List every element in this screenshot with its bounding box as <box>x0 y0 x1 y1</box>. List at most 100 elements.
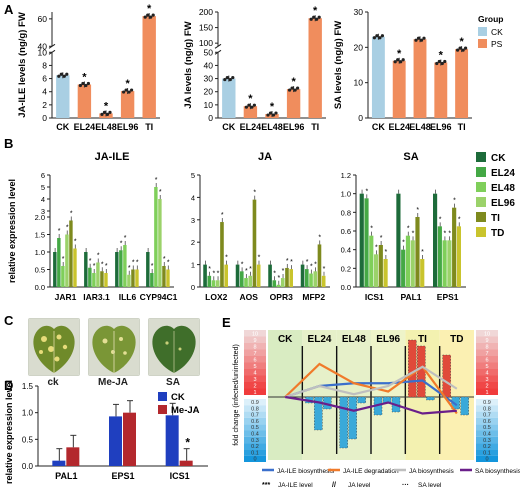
significance-mark: * <box>89 258 92 265</box>
stage-label: EL48 <box>342 334 366 345</box>
legend-title: Group <box>478 14 504 24</box>
bar <box>53 252 57 287</box>
right-scale-red <box>476 336 498 343</box>
data-point <box>250 105 254 109</box>
level-bar <box>417 345 426 398</box>
bar <box>413 39 427 118</box>
y-tick-label: 30 <box>354 7 364 17</box>
gene-label: MFP2 <box>302 292 325 302</box>
significance-mark: * <box>159 189 162 196</box>
left-scale-blue <box>244 443 266 450</box>
data-point <box>435 61 439 66</box>
significance-mark: * <box>125 78 130 90</box>
significance-mark: * <box>291 76 296 88</box>
bar <box>433 193 438 287</box>
data-point <box>399 60 403 64</box>
left-scale-blue <box>244 424 266 431</box>
bar <box>88 267 92 287</box>
significance-mark: * <box>421 249 424 256</box>
significance-mark: * <box>185 436 190 450</box>
leaf-photo-ck <box>28 318 80 376</box>
right-scale-blue <box>476 455 498 462</box>
bar <box>66 447 80 466</box>
stage-background <box>268 330 303 460</box>
y-tick-label: 0 <box>191 283 195 292</box>
data-point <box>65 72 69 76</box>
legend-pattern: // <box>332 482 336 489</box>
bar <box>73 248 77 287</box>
panel-letter-b: B <box>4 136 13 151</box>
scale-label: 5 <box>253 364 256 370</box>
scale-label: 0.3 <box>251 438 259 444</box>
data-point <box>228 77 232 82</box>
level-bar <box>442 354 451 398</box>
right-scale-blue <box>476 417 498 425</box>
scale-label: 0 <box>253 457 256 463</box>
left-scale-blue <box>244 455 266 462</box>
y-tick-label: 2 <box>42 100 47 110</box>
left-scale-blue <box>244 405 266 412</box>
bar <box>135 269 139 287</box>
x-tick-label: EL48 <box>95 122 117 132</box>
bar <box>359 193 364 287</box>
significance-mark: * <box>290 259 293 266</box>
legend-swatch <box>476 227 486 237</box>
level-bar <box>460 396 469 416</box>
bar <box>392 60 406 118</box>
y-tick-label: 1.0 <box>35 248 45 257</box>
y-tick-label: 20 <box>204 87 214 97</box>
scale-label: 0.2 <box>251 444 259 450</box>
data-point <box>149 15 153 19</box>
bar <box>434 62 448 118</box>
left-scale-blue <box>244 430 266 437</box>
right-scale-red <box>476 362 498 369</box>
panel-letter-c: C <box>4 313 14 328</box>
left-scale-red <box>244 382 266 389</box>
bar <box>92 273 96 287</box>
right-scale-blue <box>476 443 498 450</box>
pathway-line <box>284 395 457 415</box>
legend-pattern: *** <box>262 482 270 489</box>
significance-mark: * <box>459 36 464 48</box>
group-title: JA <box>258 151 272 163</box>
gene-label: CYP94C1 <box>140 292 178 302</box>
data-point <box>419 38 424 42</box>
bar <box>383 259 388 287</box>
y-tick-label: 1.2 <box>341 171 351 180</box>
bar <box>57 238 61 287</box>
y-tick-label: 10 <box>38 47 48 57</box>
x-tick-label: CK <box>222 122 235 132</box>
scale-label: 0.1 <box>251 450 259 456</box>
scale-label: 3 <box>485 377 488 383</box>
x-tick-label: TI <box>145 122 153 132</box>
significance-mark: * <box>128 265 131 272</box>
significance-mark: * <box>249 266 252 273</box>
left-scale-red <box>244 362 266 369</box>
bar <box>405 235 411 287</box>
significance-mark: * <box>286 258 289 265</box>
data-point <box>375 34 379 38</box>
significance-mark: * <box>74 239 77 246</box>
data-point <box>223 77 227 82</box>
significance-mark: * <box>313 5 318 17</box>
bar <box>420 259 425 287</box>
data-point <box>108 110 112 114</box>
y-axis-label: fold change (infected/uninfected) <box>233 344 240 446</box>
y-tick-label: 0.0 <box>341 283 351 292</box>
legend-swatch <box>158 392 167 401</box>
gene-label: LOX2 <box>205 292 227 302</box>
left-scale-red <box>244 375 266 382</box>
legend-label: EL96 <box>491 198 515 209</box>
legend-label: JA-ILE degradation <box>343 468 399 475</box>
data-point <box>124 88 128 92</box>
significance-mark: * <box>270 101 275 113</box>
legend-label: CK <box>491 27 503 37</box>
x-tick-label: EL48 <box>409 122 431 132</box>
left-scale-red <box>244 369 266 376</box>
level-bar <box>451 396 460 410</box>
scale-label: 2 <box>485 384 488 390</box>
legend-label: SA biosynthesis <box>475 468 520 475</box>
data-point <box>271 113 276 117</box>
data-point <box>290 86 294 90</box>
x-tick-label: EPS1 <box>111 471 134 481</box>
